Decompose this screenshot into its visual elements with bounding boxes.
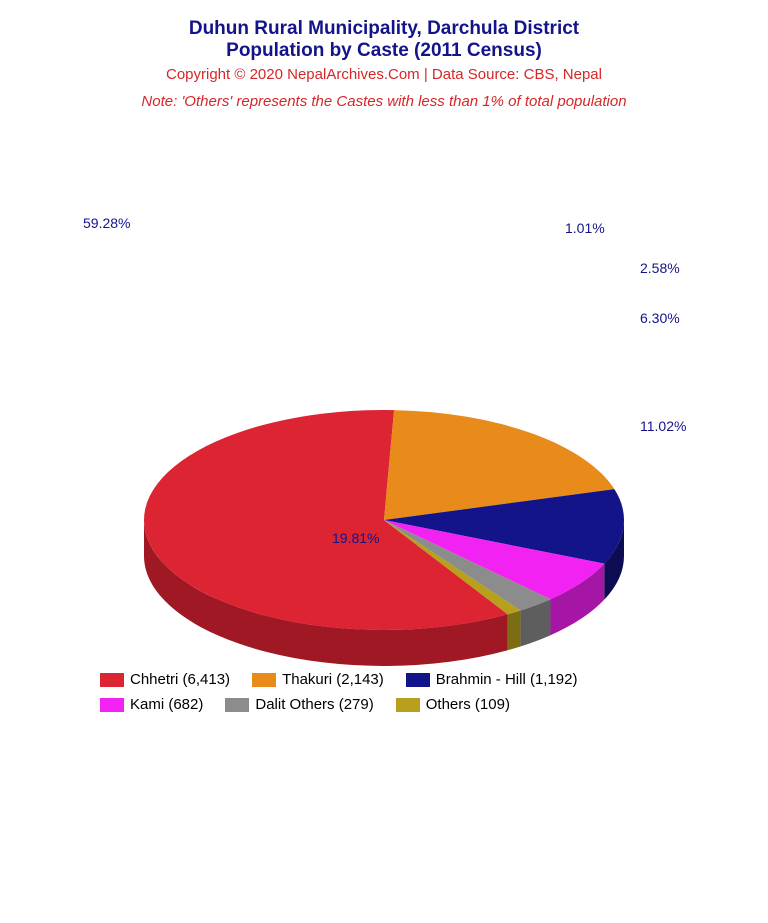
- legend-item: Others (109): [396, 696, 510, 713]
- legend-label: Thakuri (2,143): [282, 671, 384, 688]
- legend-label: Others (109): [426, 696, 510, 713]
- legend-item: Thakuri (2,143): [252, 671, 384, 688]
- pct-label: 6.30%: [640, 310, 680, 326]
- copyright-line: Copyright © 2020 NepalArchives.Com | Dat…: [0, 66, 768, 83]
- legend-swatch: [100, 673, 124, 687]
- legend-item: Brahmin - Hill (1,192): [406, 671, 578, 688]
- pct-label: 2.58%: [640, 260, 680, 276]
- legend-item: Chhetri (6,413): [100, 671, 230, 688]
- pie-side: [508, 611, 521, 651]
- legend-swatch: [396, 698, 420, 712]
- legend-item: Dalit Others (279): [225, 696, 373, 713]
- title-block: Duhun Rural Municipality, Darchula Distr…: [0, 0, 768, 110]
- pct-label: 1.01%: [565, 220, 605, 236]
- legend-label: Kami (682): [130, 696, 203, 713]
- title-line1: Duhun Rural Municipality, Darchula Distr…: [0, 18, 768, 40]
- legend-swatch: [225, 698, 249, 712]
- note-line: Note: 'Others' represents the Castes wit…: [0, 93, 768, 110]
- legend-swatch: [252, 673, 276, 687]
- title-line2: Population by Caste (2011 Census): [0, 40, 768, 62]
- legend-label: Brahmin - Hill (1,192): [436, 671, 578, 688]
- legend-label: Chhetri (6,413): [130, 671, 230, 688]
- pie-chart: 59.28% 19.81% 11.02% 6.30% 2.58% 1.01%: [0, 150, 768, 590]
- legend: Chhetri (6,413) Thakuri (2,143) Brahmin - …: [100, 671, 668, 713]
- pct-label: 19.81%: [332, 530, 379, 546]
- legend-swatch: [100, 698, 124, 712]
- pct-label: 59.28%: [83, 215, 130, 231]
- pct-label: 11.02%: [640, 418, 686, 434]
- legend-label: Dalit Others (279): [255, 696, 373, 713]
- legend-swatch: [406, 673, 430, 687]
- legend-item: Kami (682): [100, 696, 203, 713]
